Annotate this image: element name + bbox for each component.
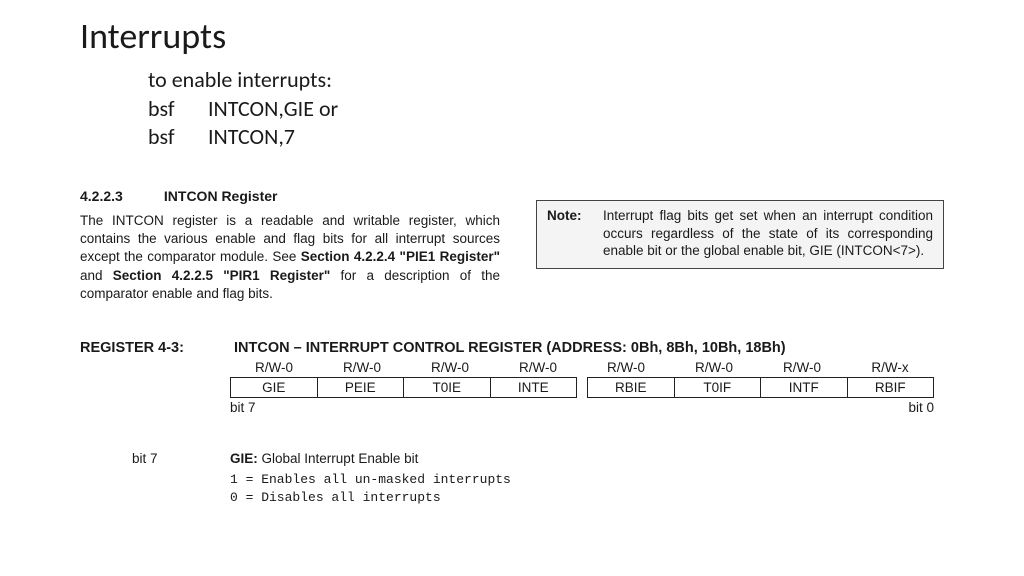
bit-cell: PEIE: [317, 377, 405, 398]
section-number: 4.2.2.3: [80, 188, 160, 204]
intro-block: to enable interrupts: bsf INTCON,GIE or …: [148, 66, 338, 152]
rw-cell: R/W-0: [582, 360, 670, 377]
mnemonic: bsf: [148, 95, 208, 124]
rw-row: R/W-0 R/W-0 R/W-0 R/W-0 R/W-0 R/W-0 R/W-…: [230, 360, 934, 377]
bit-cell: T0IE: [403, 377, 491, 398]
rw-cell: R/W-0: [758, 360, 846, 377]
bit-description: bit 7 GIE: Global Interrupt Enable bit 1…: [132, 450, 511, 507]
bit-cell: INTF: [760, 377, 848, 398]
mnemonic: bsf: [148, 123, 208, 152]
bit-cell: GIE: [230, 377, 318, 398]
rw-cell: R/W-0: [406, 360, 494, 377]
bitdesc-num: bit 7: [132, 450, 230, 468]
bit7-label: bit 7: [230, 400, 582, 415]
code-row-1: bsf INTCON,GIE or: [148, 95, 338, 124]
note-label: Note:: [547, 207, 603, 260]
code-row-2: bsf INTCON,7: [148, 123, 338, 152]
section-body: The INTCON register is a readable and wr…: [80, 212, 500, 303]
bit-cell: RBIF: [847, 377, 935, 398]
bit-cell: INTE: [490, 377, 578, 398]
section-header: 4.2.2.3 INTCON Register: [80, 188, 500, 204]
rw-cell: R/W-0: [670, 360, 758, 377]
rw-cell: R/W-0: [230, 360, 318, 377]
bit-cell: T0IF: [674, 377, 762, 398]
section-name: INTCON Register: [164, 188, 278, 204]
register-block: REGISTER 4-3: INTCON – INTERRUPT CONTROL…: [80, 340, 944, 415]
bitdesc-val1: 1 = Enables all un-masked interrupts: [230, 472, 511, 487]
operands: INTCON,GIE or: [208, 95, 338, 124]
bit0-label: bit 0: [582, 400, 934, 415]
bit-table: R/W-0 R/W-0 R/W-0 R/W-0 R/W-0 R/W-0 R/W-…: [230, 360, 934, 415]
rw-cell: R/W-0: [494, 360, 582, 377]
bitdesc-desc: Global Interrupt Enable bit: [258, 451, 419, 466]
bit-labels: bit 7 bit 0: [230, 400, 934, 415]
note-text: Interrupt flag bits get set when an inte…: [603, 207, 933, 260]
note-box: Note: Interrupt flag bits get set when a…: [536, 200, 944, 269]
intro-text: to enable interrupts:: [148, 66, 338, 95]
register-name: INTCON – INTERRUPT CONTROL REGISTER (ADD…: [234, 340, 786, 356]
operands: INTCON,7: [208, 123, 295, 152]
rw-cell: R/W-x: [846, 360, 934, 377]
register-label: REGISTER 4-3:: [80, 340, 230, 356]
bitdesc-val0: 0 = Disables all interrupts: [230, 490, 441, 505]
body-text: and: [80, 268, 113, 283]
body-ref: Section 4.2.2.5 "PIR1 Register": [113, 268, 331, 283]
register-title: REGISTER 4-3: INTCON – INTERRUPT CONTROL…: [80, 340, 944, 356]
bit-row: GIE PEIE T0IE INTE RBIE T0IF INTF RBIF: [230, 377, 934, 398]
bit-cell: RBIE: [587, 377, 675, 398]
page-title: Interrupts: [80, 14, 226, 58]
section-block: 4.2.2.3 INTCON Register The INTCON regis…: [80, 188, 500, 303]
bitdesc-name: GIE:: [230, 451, 258, 466]
body-ref: Section 4.2.2.4 "PIE1 Register": [301, 249, 500, 264]
rw-cell: R/W-0: [318, 360, 406, 377]
